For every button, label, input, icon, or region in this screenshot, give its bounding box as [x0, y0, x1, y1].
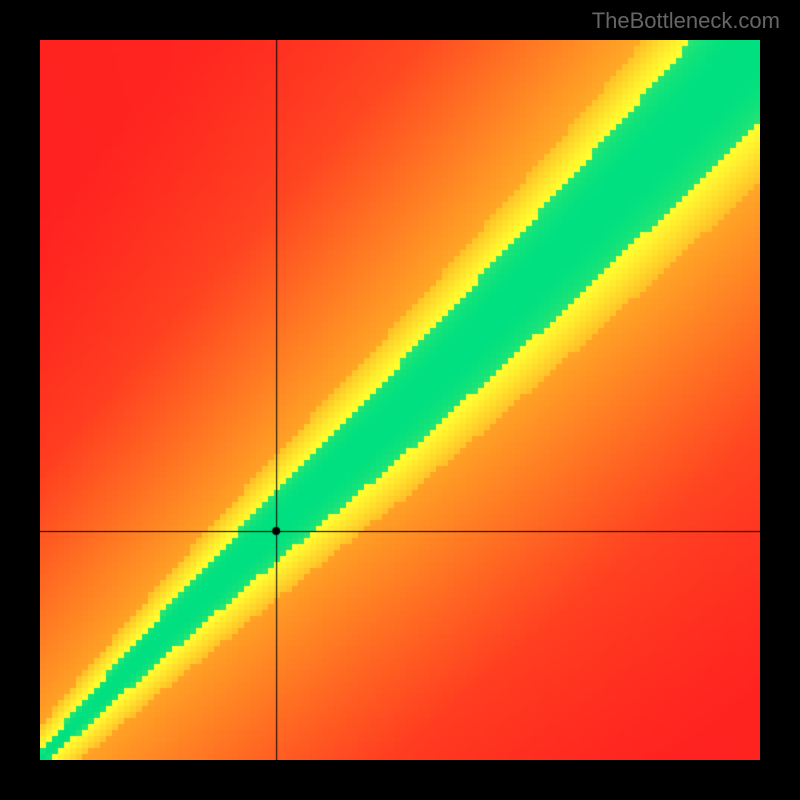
heatmap-canvas	[40, 40, 760, 760]
watermark-text: TheBottleneck.com	[592, 8, 780, 34]
bottleneck-heatmap	[40, 40, 760, 760]
